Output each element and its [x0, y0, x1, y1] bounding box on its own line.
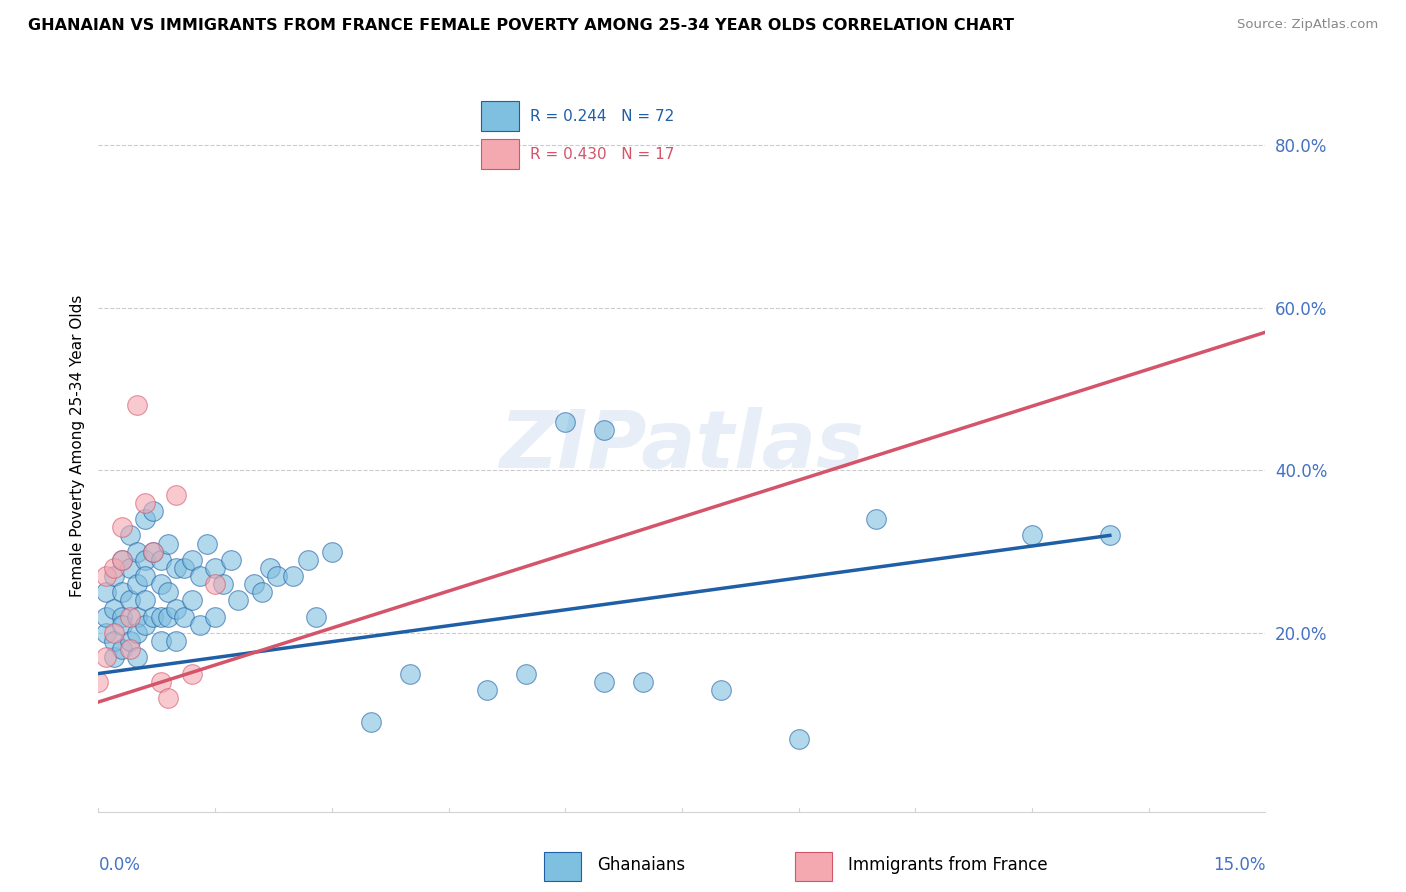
Y-axis label: Female Poverty Among 25-34 Year Olds: Female Poverty Among 25-34 Year Olds [69, 295, 84, 597]
Point [259, 561, 281, 575]
Point [118, 528, 141, 542]
Text: Source: ZipAtlas.com: Source: ZipAtlas.com [1237, 18, 1378, 31]
Point [149, 634, 172, 648]
Point [180, 666, 202, 681]
Point [219, 553, 242, 567]
Point [127, 577, 149, 591]
Point [127, 650, 149, 665]
Point [204, 609, 226, 624]
Text: ZIPatlas: ZIPatlas [499, 407, 865, 485]
Point [111, 553, 134, 567]
Point [87, 674, 110, 689]
Point [157, 536, 180, 550]
Point [204, 561, 226, 575]
Point [180, 553, 202, 567]
Point [593, 674, 616, 689]
Point [118, 593, 141, 607]
Point [157, 609, 180, 624]
Point [787, 731, 810, 746]
Point [96, 626, 118, 640]
Point [204, 577, 226, 591]
Point [212, 577, 235, 591]
Point [710, 682, 733, 697]
Point [111, 642, 134, 657]
Point [165, 601, 187, 615]
Point [118, 609, 141, 624]
Point [554, 415, 576, 429]
Point [96, 569, 118, 583]
Point [118, 561, 141, 575]
Point [142, 609, 165, 624]
Point [173, 609, 195, 624]
Point [96, 650, 118, 665]
Point [173, 561, 195, 575]
Point [103, 634, 125, 648]
Point [149, 609, 172, 624]
Point [228, 593, 250, 607]
Point [321, 544, 343, 558]
Point [127, 626, 149, 640]
Point [243, 577, 266, 591]
Point [103, 561, 125, 575]
FancyBboxPatch shape [794, 852, 832, 881]
Point [165, 561, 187, 575]
Point [250, 585, 273, 599]
Point [118, 634, 141, 648]
Point [1021, 528, 1043, 542]
Point [188, 617, 211, 632]
Point [165, 634, 187, 648]
Point [111, 585, 134, 599]
Point [865, 512, 887, 526]
Text: GHANAIAN VS IMMIGRANTS FROM FRANCE FEMALE POVERTY AMONG 25-34 YEAR OLDS CORRELAT: GHANAIAN VS IMMIGRANTS FROM FRANCE FEMAL… [28, 18, 1014, 33]
Point [142, 544, 165, 558]
Point [149, 577, 172, 591]
Point [1098, 528, 1121, 542]
Point [134, 617, 156, 632]
Point [111, 520, 134, 534]
Text: Immigrants from France: Immigrants from France [848, 856, 1047, 874]
Point [281, 569, 304, 583]
Point [103, 626, 125, 640]
Point [142, 544, 165, 558]
Point [134, 496, 156, 510]
Point [360, 715, 382, 730]
Point [103, 601, 125, 615]
Point [96, 609, 118, 624]
Point [134, 593, 156, 607]
Point [180, 593, 202, 607]
Point [305, 609, 328, 624]
Point [157, 585, 180, 599]
Point [266, 569, 288, 583]
Point [103, 650, 125, 665]
Point [134, 512, 156, 526]
Point [165, 488, 187, 502]
Text: Ghanaians: Ghanaians [598, 856, 685, 874]
FancyBboxPatch shape [544, 852, 581, 881]
Point [111, 617, 134, 632]
Point [118, 642, 141, 657]
Point [631, 674, 654, 689]
Point [149, 674, 172, 689]
Point [195, 536, 218, 550]
Point [103, 569, 125, 583]
Point [297, 553, 319, 567]
Point [149, 553, 172, 567]
Point [477, 682, 499, 697]
Point [142, 504, 165, 518]
Point [134, 553, 156, 567]
Point [593, 423, 616, 437]
Point [157, 690, 180, 705]
Point [127, 609, 149, 624]
Point [111, 609, 134, 624]
Point [96, 585, 118, 599]
Point [398, 666, 420, 681]
Point [127, 544, 149, 558]
Point [188, 569, 211, 583]
Point [127, 398, 149, 412]
Point [134, 569, 156, 583]
Point [111, 553, 134, 567]
Text: 15.0%: 15.0% [1213, 856, 1265, 874]
Text: 0.0%: 0.0% [98, 856, 141, 874]
Point [515, 666, 537, 681]
